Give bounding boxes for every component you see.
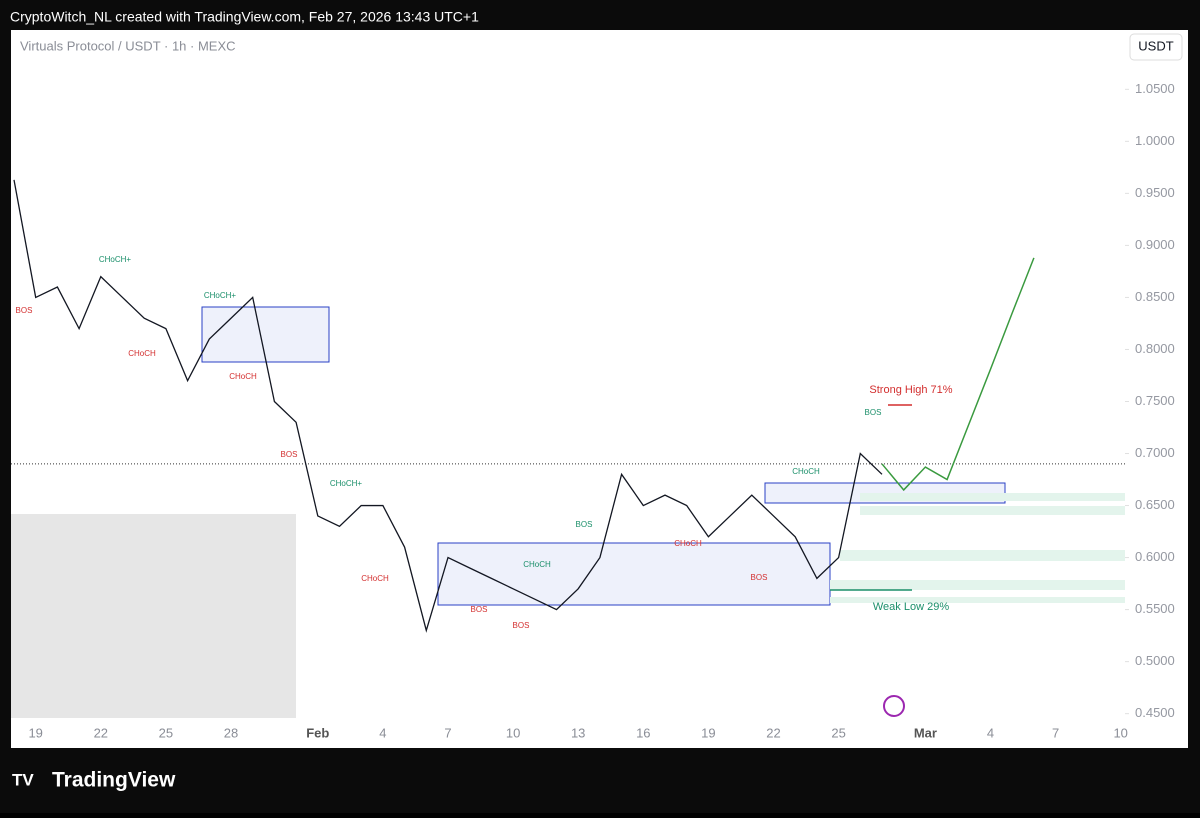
zone <box>830 580 1125 590</box>
y-tick-label: 0.5500 <box>1135 601 1175 616</box>
annotation: BOS <box>513 621 530 630</box>
zone <box>860 506 1125 515</box>
x-tick-label: Feb <box>306 725 329 740</box>
icon <box>883 695 905 717</box>
annotation: CHoCH <box>229 372 257 381</box>
y-tick-label: 0.4500 <box>1135 705 1175 720</box>
annotation: BOS <box>865 408 882 417</box>
annotation: Weak Low 29% <box>873 601 949 613</box>
y-tick-label: 0.6000 <box>1135 549 1175 564</box>
x-tick-label: 25 <box>831 725 845 740</box>
annotation: BOS <box>281 450 298 459</box>
x-tick-label: 10 <box>506 725 520 740</box>
x-tick-label: 19 <box>701 725 715 740</box>
price-line-series <box>881 257 1035 492</box>
currency: USDT <box>1138 38 1173 53</box>
annotation: CHoCH+ <box>330 479 363 488</box>
x-tick-label: 4 <box>379 725 386 740</box>
x-tick-label: 22 <box>94 725 108 740</box>
y-tick-label: 1.0500 <box>1135 81 1175 96</box>
y-tick-label: 0.7000 <box>1135 445 1175 460</box>
x-tick-label: 7 <box>444 725 451 740</box>
order-block <box>201 306 330 363</box>
annotation: BOS <box>471 605 488 614</box>
y-tick-label: 0.8500 <box>1135 289 1175 304</box>
shaded-range <box>11 514 296 718</box>
y-tick-label: 1.0000 <box>1135 133 1175 148</box>
y-tick-label: 0.6500 <box>1135 497 1175 512</box>
x-tick-label: 16 <box>636 725 650 740</box>
y-tick-label: 0.9000 <box>1135 237 1175 252</box>
annotation: CHoCH+ <box>204 291 237 300</box>
footer-logo: TradingView <box>52 769 176 792</box>
price-line-series <box>13 179 883 633</box>
x-tick-label: 19 <box>28 725 42 740</box>
annotation: CHoCH <box>361 574 389 583</box>
header: CryptoWitch_NL created with TradingView.… <box>10 9 479 25</box>
x-tick-label: 25 <box>159 725 173 740</box>
y-tick-label: 0.9500 <box>1135 185 1175 200</box>
y-tick-label: 0.5000 <box>1135 653 1175 668</box>
x-tick-label: Mar <box>914 725 937 740</box>
annotation: CHoCH <box>792 467 820 476</box>
annotation: CHoCH <box>128 349 156 358</box>
x-tick-label: 7 <box>1052 725 1059 740</box>
zone <box>840 550 1125 561</box>
order-block <box>437 542 831 606</box>
annotation: CHoCH+ <box>99 255 132 264</box>
annotation: CHoCH <box>674 539 702 548</box>
y-tick-label: 0.8000 <box>1135 341 1175 356</box>
symbol-title: Virtuals Protocol / USDT · 1h · MEXC <box>20 38 236 53</box>
annotation: Strong High 71% <box>869 384 952 396</box>
x-tick-label: 10 <box>1113 725 1127 740</box>
y-tick-label: 0.7500 <box>1135 393 1175 408</box>
zone <box>830 597 1125 603</box>
zone <box>860 493 1125 501</box>
x-tick-label: 4 <box>987 725 994 740</box>
x-tick-label: 13 <box>571 725 585 740</box>
x-tick-label: 22 <box>766 725 780 740</box>
logo-mark: TV <box>12 770 34 789</box>
annotation: CHoCH <box>523 560 551 569</box>
x-tick-label: 28 <box>224 725 238 740</box>
currency-badge <box>1129 33 1183 61</box>
annotation: BOS <box>16 306 33 315</box>
annotation: BOS <box>576 520 593 529</box>
annotation: BOS <box>751 573 768 582</box>
